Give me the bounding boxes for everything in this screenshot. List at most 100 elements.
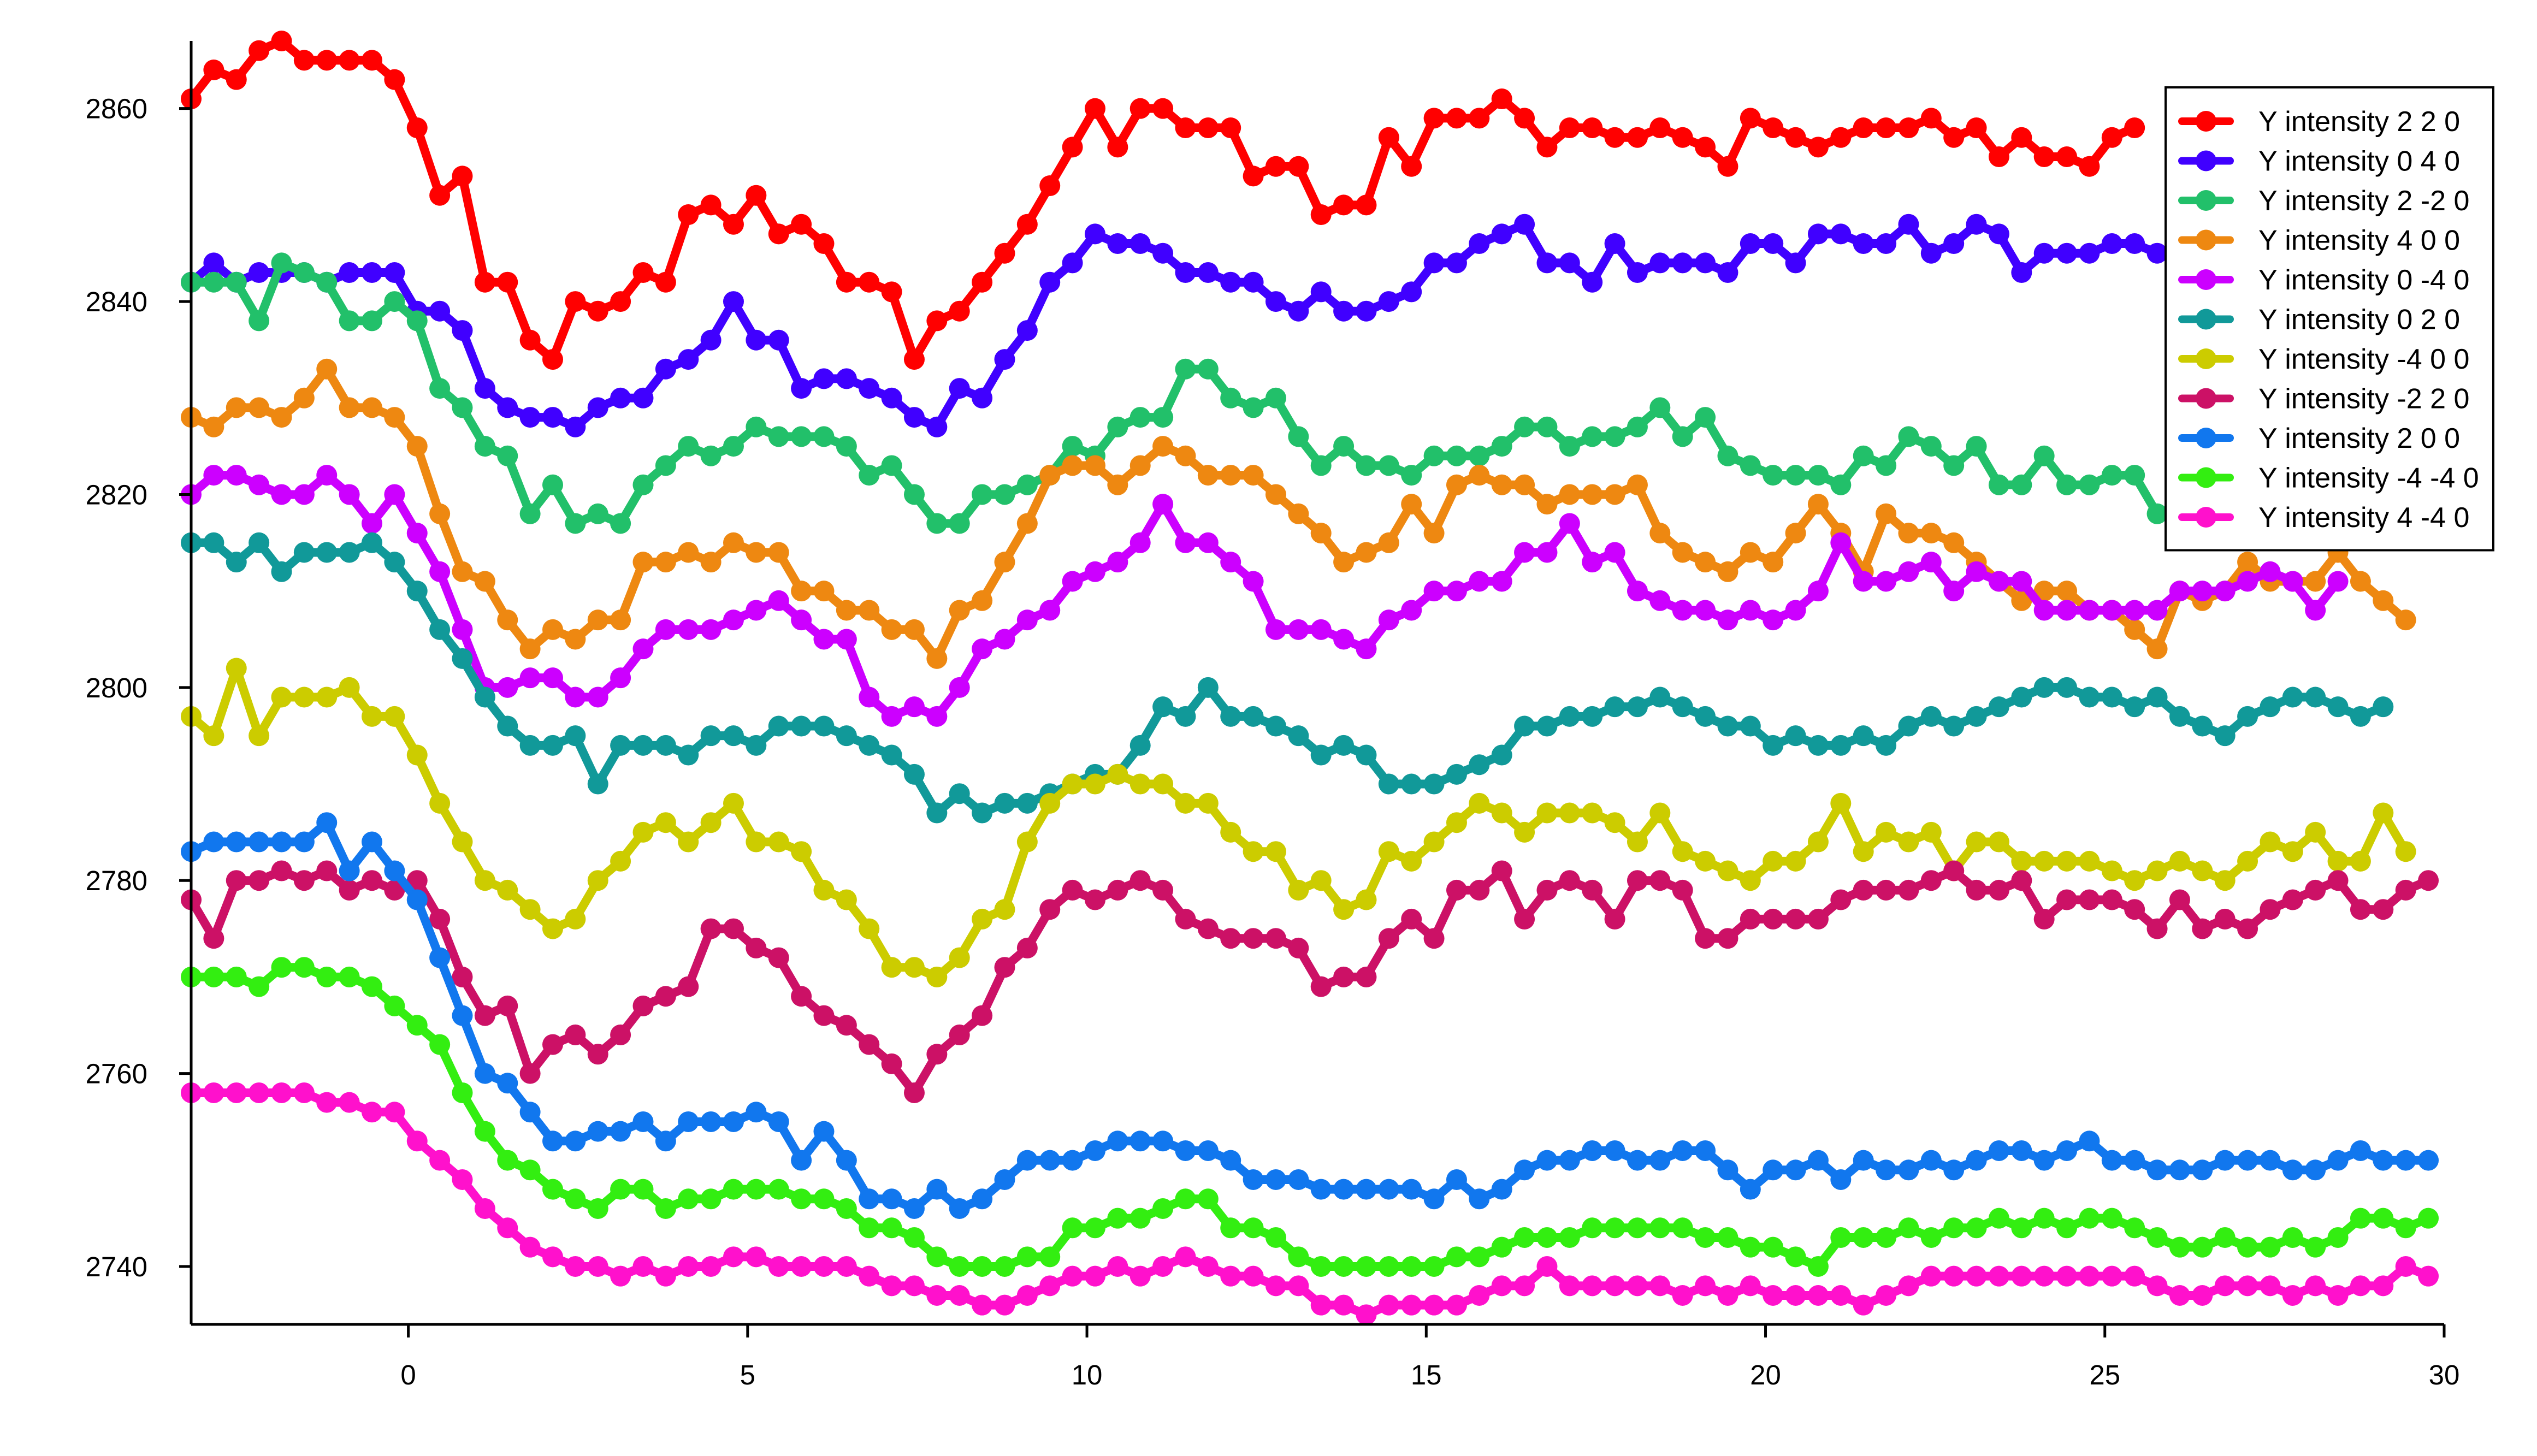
data-point (2305, 571, 2326, 592)
data-point (519, 667, 541, 689)
data-point (542, 349, 563, 370)
data-point (1559, 484, 1580, 505)
data-point (1129, 98, 1151, 119)
data-point (949, 1256, 970, 1277)
data-point (1920, 1227, 1942, 1248)
x-tick-label: 20 (1750, 1359, 1781, 1390)
data-point (497, 271, 518, 293)
data-point (1265, 715, 1286, 737)
data-point (2260, 1150, 2281, 1171)
data-point (2350, 706, 2371, 727)
data-point (1039, 600, 1061, 621)
data-point (1740, 233, 1761, 254)
data-point (565, 908, 586, 930)
data-point (1514, 474, 1535, 495)
data-point (1876, 1285, 1897, 1306)
legend-label: Y intensity 4 0 0 (2258, 225, 2460, 257)
data-point (791, 986, 812, 1007)
data-point (1853, 445, 1874, 466)
data-point (2056, 1140, 2078, 1161)
data-point (565, 1024, 586, 1045)
data-point (2079, 156, 2100, 177)
legend-marker (2196, 388, 2216, 409)
data-point (1988, 1208, 2009, 1229)
data-point (1175, 262, 1196, 283)
legend-label: Y intensity 4 -4 0 (2258, 502, 2469, 534)
data-point (1062, 879, 1083, 901)
data-point (746, 329, 767, 351)
data-point (859, 1265, 880, 1287)
data-point (1423, 523, 1445, 544)
data-point (361, 262, 382, 283)
data-point (1943, 233, 1965, 254)
data-point (316, 542, 338, 563)
data-point (1288, 879, 1309, 901)
data-point (293, 542, 315, 563)
data-point (1243, 165, 1264, 187)
data-point (926, 1044, 948, 1065)
data-point (1740, 1236, 1761, 1258)
data-point (994, 899, 1015, 920)
data-point (1333, 552, 1355, 573)
data-point (1175, 1140, 1196, 1161)
data-point (813, 629, 835, 650)
data-point (746, 831, 767, 853)
data-point (610, 667, 631, 689)
data-point (1062, 137, 1083, 158)
data-point (1785, 850, 1806, 872)
data-point (678, 831, 699, 853)
series-9 (181, 812, 2439, 1219)
data-point (587, 686, 608, 708)
data-point (1107, 1208, 1128, 1229)
data-point (2327, 1285, 2349, 1306)
data-point (1695, 252, 1716, 274)
data-point (836, 1150, 857, 1171)
data-point (1514, 1275, 1535, 1297)
data-point (1988, 146, 2009, 168)
data-point (1401, 773, 1422, 795)
data-point (1107, 137, 1128, 158)
data-point (926, 1179, 948, 1200)
data-point (1243, 397, 1264, 418)
data-point (2056, 889, 2078, 910)
data-point (542, 1131, 563, 1152)
data-point (813, 1121, 835, 1142)
legend-label: Y intensity 0 4 0 (2258, 146, 2460, 177)
data-point (813, 715, 835, 737)
data-point (1152, 494, 1174, 515)
data-point (903, 1227, 925, 1248)
data-point (384, 291, 405, 312)
data-point (1943, 455, 1965, 476)
data-point (1378, 928, 1399, 949)
data-point (2124, 1150, 2145, 1171)
data-point (339, 966, 360, 987)
data-point (1423, 252, 1445, 274)
data-point (949, 947, 970, 968)
data-point (949, 783, 970, 804)
data-point (1039, 465, 1061, 486)
data-point (1785, 465, 1806, 486)
data-point (768, 590, 789, 611)
legend-label: Y intensity 0 2 0 (2258, 304, 2460, 336)
data-point (452, 619, 473, 640)
data-point (1062, 252, 1083, 274)
data-point (836, 1015, 857, 1036)
data-point (1016, 320, 1038, 341)
legend-marker (2196, 269, 2216, 290)
data-point (1559, 1227, 1580, 1248)
data-point (1265, 1275, 1286, 1297)
data-point (1084, 561, 1105, 582)
data-point (1423, 1188, 1445, 1210)
data-point (1853, 571, 1874, 592)
data-point (768, 1256, 789, 1277)
data-point (1898, 117, 1919, 139)
series-8 (181, 860, 2439, 1103)
data-point (1853, 1294, 1874, 1316)
data-point (859, 600, 880, 621)
data-point (429, 1034, 451, 1055)
data-point (1423, 773, 1445, 795)
data-point (926, 966, 948, 987)
data-point (293, 870, 315, 891)
data-point (1627, 127, 1648, 148)
data-point (791, 609, 812, 631)
